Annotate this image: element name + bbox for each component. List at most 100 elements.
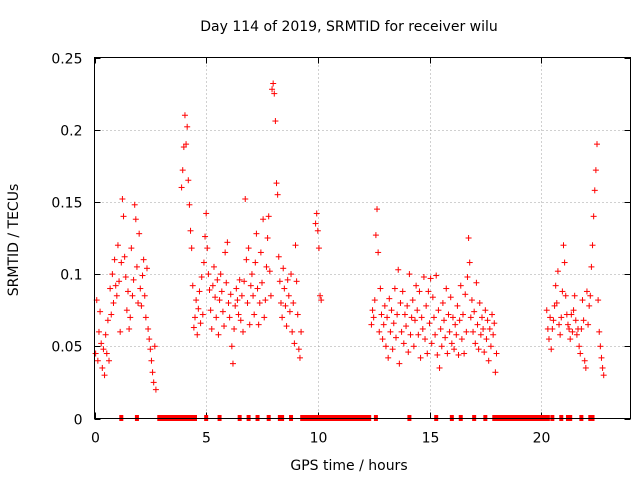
data-point: [270, 80, 277, 87]
data-point: [543, 307, 550, 314]
data-point: [462, 291, 469, 298]
data-point: [116, 278, 123, 285]
data-point: [117, 328, 124, 335]
data-point: [572, 317, 579, 324]
data-point: [275, 253, 282, 260]
data-point: [214, 276, 221, 283]
data-point: [427, 275, 434, 282]
data-point: [439, 299, 446, 306]
data-point: [99, 364, 106, 371]
data-point: [448, 340, 455, 347]
data-point: [139, 272, 146, 279]
data-point: [384, 314, 391, 321]
data-point: [298, 328, 305, 335]
data-point: [567, 336, 574, 343]
data-point: [294, 311, 301, 318]
data-point: [271, 90, 278, 97]
data-point: [313, 210, 320, 217]
data-point: [234, 297, 241, 304]
data-point: [104, 317, 111, 324]
data-point: [151, 343, 158, 350]
data-point: [591, 187, 598, 194]
data-point: [449, 314, 456, 321]
data-point: [217, 271, 224, 278]
data-point: [470, 328, 477, 335]
data-point: [406, 271, 413, 278]
data-point: [284, 276, 291, 283]
data-point: [289, 328, 296, 335]
data-point: [453, 331, 460, 338]
data-point: [92, 350, 99, 357]
data-point: [112, 282, 119, 289]
y-tick-label: 0.15: [51, 196, 82, 212]
data-point: [557, 331, 564, 338]
data-point: [396, 360, 403, 367]
data-point: [188, 245, 195, 252]
data-point: [260, 216, 267, 223]
data-point: [577, 350, 584, 357]
data-point: [403, 323, 410, 330]
data-point: [456, 317, 463, 324]
data-point: [466, 259, 473, 266]
data-point: [477, 331, 484, 338]
data-point: [240, 328, 247, 335]
data-point: [480, 325, 487, 332]
data-point: [295, 346, 302, 353]
data-point: [126, 325, 133, 332]
data-point: [592, 167, 599, 174]
data-point: [473, 279, 480, 286]
data-point: [560, 242, 567, 249]
data-point: [471, 308, 478, 315]
data-point: [395, 266, 402, 273]
data-point: [121, 253, 128, 260]
data-point: [118, 259, 125, 266]
data-point: [149, 369, 156, 376]
data-point: [586, 302, 593, 309]
data-point: [236, 276, 243, 283]
data-point: [401, 311, 408, 318]
data-point: [123, 307, 130, 314]
data-point: [587, 292, 594, 299]
data-point: [443, 285, 450, 292]
data-point: [109, 271, 116, 278]
data-point: [442, 334, 449, 341]
data-point: [417, 354, 424, 361]
data-point: [245, 245, 252, 252]
data-points: [92, 80, 607, 421]
y-axis-label: SRMTID / TECUs: [6, 184, 22, 297]
data-point: [445, 311, 452, 318]
data-point: [206, 286, 213, 293]
data-point: [255, 321, 262, 328]
data-point: [150, 379, 157, 386]
grid-lines: [94, 57, 631, 419]
data-point: [423, 302, 430, 309]
data-point: [222, 249, 229, 256]
data-point: [241, 278, 248, 285]
data-point: [131, 201, 138, 208]
data-point: [370, 314, 377, 321]
data-point: [120, 213, 127, 220]
data-point: [376, 328, 383, 335]
x-tick-label: 0: [91, 431, 100, 447]
data-point: [547, 314, 554, 321]
data-point: [247, 282, 254, 289]
data-point: [454, 302, 461, 309]
data-point: [259, 279, 265, 286]
data-point: [229, 360, 236, 367]
data-point: [552, 282, 559, 289]
data-point: [141, 292, 148, 299]
data-point: [199, 311, 206, 318]
data-point: [193, 297, 200, 304]
data-point: [447, 294, 454, 301]
data-point: [183, 141, 190, 148]
data-point: [219, 308, 226, 315]
data-point: [464, 273, 471, 280]
data-point: [269, 86, 276, 93]
data-point: [231, 325, 238, 332]
data-point: [256, 299, 263, 306]
data-point: [184, 123, 191, 130]
data-point: [248, 271, 255, 278]
data-point: [106, 357, 113, 364]
data-point: [187, 227, 194, 234]
data-point: [598, 354, 605, 361]
